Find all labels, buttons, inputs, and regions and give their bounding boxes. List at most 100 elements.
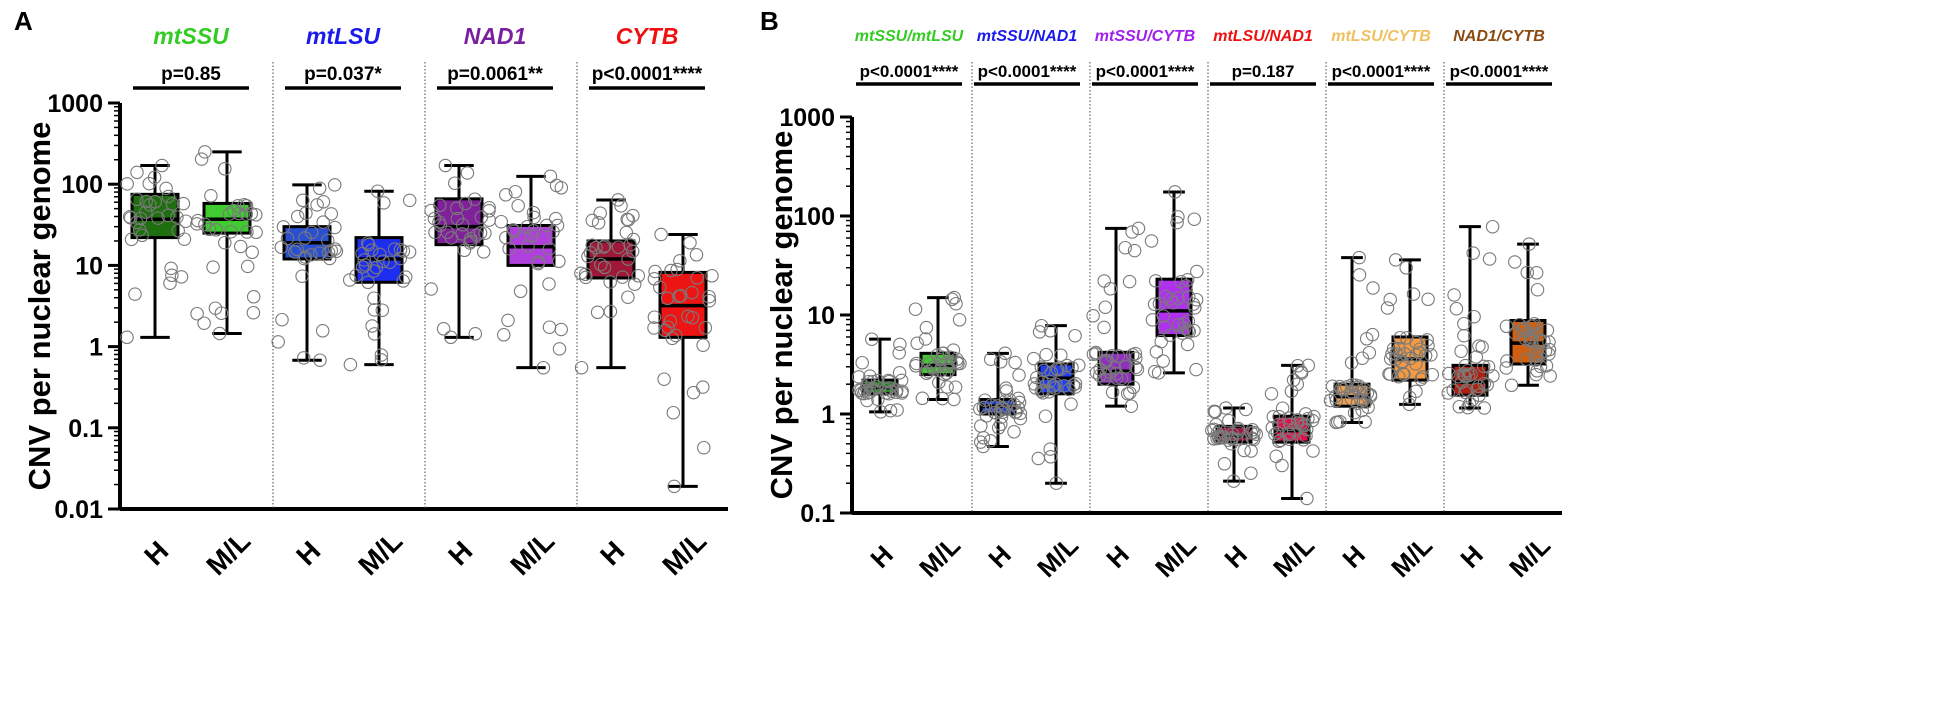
- data-point: [894, 373, 909, 388]
- x-tick-label: M/L: [1503, 530, 1556, 583]
- x-tick-label: H: [1336, 539, 1370, 573]
- data-point: [1011, 391, 1026, 406]
- data-point: [647, 310, 662, 324]
- data-point: [1086, 347, 1101, 361]
- data-point: [1352, 250, 1366, 265]
- data-point: [1485, 219, 1500, 234]
- data-point: [1457, 316, 1471, 331]
- data-point: [1530, 282, 1545, 297]
- data-point: [871, 373, 885, 388]
- data-point: [893, 337, 907, 352]
- data-point: [852, 383, 866, 397]
- data-point: [1129, 351, 1143, 366]
- data-point: [1476, 359, 1491, 374]
- data-point: [661, 320, 675, 334]
- data-point: [161, 189, 176, 204]
- y-axis-label: CNV per nuclear genome: [22, 122, 57, 491]
- data-point: [444, 330, 458, 345]
- data-point: [361, 236, 375, 250]
- x-tick-label: H: [594, 535, 630, 571]
- data-point: [705, 269, 719, 283]
- x-tick-label: M/L: [656, 525, 712, 581]
- data-point: [1147, 364, 1162, 379]
- data-point: [1036, 386, 1050, 400]
- data-point: [1122, 274, 1137, 289]
- data-point: [1358, 415, 1372, 429]
- data-point: [393, 242, 408, 257]
- data-point: [1174, 274, 1188, 289]
- data-point: [1026, 351, 1041, 366]
- data-point: [1391, 369, 1406, 384]
- y-tick-label: 1: [89, 334, 103, 362]
- group-title: mtLSU/CYTB: [1331, 28, 1431, 45]
- data-point: [1125, 225, 1139, 239]
- data-point: [883, 403, 898, 418]
- data-point: [1336, 382, 1350, 397]
- data-point: [237, 198, 251, 212]
- data-point: [526, 205, 541, 220]
- data-point: [1409, 357, 1423, 371]
- data-point: [884, 384, 899, 398]
- data-point: [165, 268, 179, 283]
- data-point: [591, 216, 606, 230]
- data-point: [206, 260, 220, 274]
- data-point: [161, 208, 175, 223]
- data-point: [1508, 326, 1523, 340]
- data-point: [918, 332, 933, 346]
- data-point: [1475, 340, 1489, 354]
- data-point: [543, 169, 558, 184]
- data-point: [976, 400, 991, 415]
- data-point: [672, 289, 686, 304]
- data-point: [1124, 399, 1139, 413]
- data-point: [1130, 362, 1145, 377]
- data-point: [1051, 362, 1065, 377]
- data-point: [478, 226, 492, 240]
- data-point: [159, 181, 173, 196]
- data-point: [892, 346, 906, 360]
- data-point: [648, 264, 662, 279]
- data-point: [1012, 368, 1026, 382]
- data-point: [1265, 420, 1280, 435]
- data-point: [1467, 309, 1481, 324]
- y-axis-label: CNV per nuclear genome: [764, 131, 799, 500]
- data-point: [328, 220, 342, 235]
- data-point: [527, 210, 541, 225]
- data-point: [681, 309, 695, 324]
- data-point: [852, 370, 866, 384]
- data-point: [865, 332, 879, 346]
- data-point: [315, 324, 330, 338]
- data-point: [594, 257, 608, 272]
- data-point: [1461, 368, 1476, 383]
- data-point: [976, 431, 991, 445]
- data-point: [1519, 352, 1533, 367]
- data-point: [396, 244, 411, 258]
- data-point: [1064, 397, 1078, 411]
- data-point: [1037, 363, 1051, 378]
- x-tick-label: M/L: [504, 525, 560, 581]
- data-point: [1217, 457, 1232, 471]
- data-point: [1447, 288, 1461, 302]
- data-point: [631, 269, 646, 283]
- x-tick-label: H: [1454, 539, 1488, 573]
- data-point: [502, 241, 516, 256]
- data-point: [603, 275, 617, 289]
- data-point: [1286, 373, 1301, 387]
- data-point: [1089, 345, 1103, 360]
- data-point: [542, 242, 557, 256]
- data-point: [218, 235, 232, 250]
- data-point: [998, 346, 1012, 361]
- p-value-label: p=0.85: [161, 64, 221, 85]
- data-point: [1482, 252, 1497, 266]
- data-point: [539, 218, 554, 233]
- data-point: [1237, 443, 1251, 458]
- data-point: [994, 417, 1008, 432]
- p-value-label: p=0.187: [1232, 62, 1295, 81]
- data-point: [698, 321, 713, 335]
- data-point: [1186, 297, 1201, 311]
- x-tick-label: H: [290, 535, 326, 571]
- group-title: mtSSU/NAD1: [977, 28, 1078, 45]
- data-point: [1382, 367, 1396, 381]
- data-point: [590, 305, 605, 320]
- data-point: [1508, 255, 1522, 269]
- data-point: [1208, 405, 1222, 419]
